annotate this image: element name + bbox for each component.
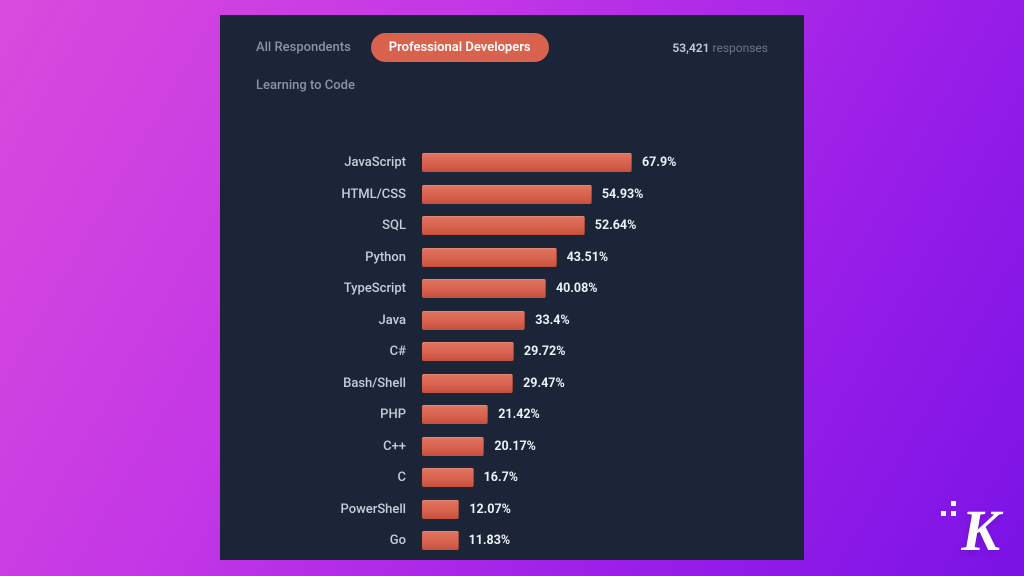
chart-row: HTML/CSS 54.93% xyxy=(256,179,768,211)
response-count-number: 53,421 xyxy=(672,41,709,55)
chart-bar[interactable] xyxy=(422,311,525,330)
tabs-row-2: Learning to Code xyxy=(256,72,768,99)
response-count: 53,421 responses xyxy=(672,41,768,55)
chart-bar-value: 33.4% xyxy=(535,313,569,328)
chart-bar-value: 43.51% xyxy=(567,250,609,265)
chart-bar-value: 16.7% xyxy=(484,470,518,485)
chart-bar-track: 16.7% xyxy=(422,468,768,487)
chart-bar[interactable] xyxy=(422,216,585,235)
chart-row: PHP 21.42% xyxy=(256,399,768,431)
chart-bar[interactable] xyxy=(422,405,488,424)
chart-row: C 16.7% xyxy=(256,462,768,494)
panel-header: All Respondents Professional Developers … xyxy=(256,33,768,62)
chart-bar-value: 52.64% xyxy=(595,218,637,233)
chart-row-label: SQL xyxy=(256,218,412,233)
chart-row: Go 11.83% xyxy=(256,525,768,557)
tab-all-respondents[interactable]: All Respondents xyxy=(256,34,351,61)
chart-bar-value: 54.93% xyxy=(602,187,644,202)
chart-row-label: TypeScript xyxy=(256,281,412,296)
chart-bar[interactable] xyxy=(422,185,592,204)
chart-row-label: Bash/Shell xyxy=(256,376,412,391)
chart-row: PowerShell 12.07% xyxy=(256,494,768,526)
chart-bar-track: 21.42% xyxy=(422,405,768,424)
chart-row: JavaScript 67.9% xyxy=(256,147,768,179)
chart-row-label: PowerShell xyxy=(256,502,412,517)
chart-bar-value: 29.47% xyxy=(523,376,565,391)
chart-bar-value: 21.42% xyxy=(498,407,540,422)
chart-bar-value: 20.17% xyxy=(494,439,536,454)
chart-bar-value: 40.08% xyxy=(556,281,598,296)
chart-bar[interactable] xyxy=(422,279,546,298)
page-background: All Respondents Professional Developers … xyxy=(0,0,1024,576)
chart-bar-track: 29.47% xyxy=(422,374,768,393)
chart-row: TypeScript 40.08% xyxy=(256,273,768,305)
chart-row: Bash/Shell 29.47% xyxy=(256,368,768,400)
tabs-row-1: All Respondents Professional Developers xyxy=(256,33,549,62)
chart-row: Python 43.51% xyxy=(256,242,768,274)
chart-bar[interactable] xyxy=(422,437,484,456)
chart-bar-track: 67.9% xyxy=(422,153,768,172)
chart-bar-value: 29.72% xyxy=(524,344,566,359)
chart-bar-track: 11.83% xyxy=(422,531,768,550)
chart-row: C++ 20.17% xyxy=(256,431,768,463)
chart-row: C# 29.72% xyxy=(256,336,768,368)
response-count-suffix: responses xyxy=(713,41,768,55)
chart-row-label: HTML/CSS xyxy=(256,187,412,202)
chart-bar[interactable] xyxy=(422,374,513,393)
chart-bar[interactable] xyxy=(422,531,459,550)
chart-row-label: C xyxy=(256,470,412,485)
chart-bar-value: 12.07% xyxy=(469,502,511,517)
brand-logo: K xyxy=(961,497,998,564)
chart-row-label: Python xyxy=(256,250,412,265)
chart-bar-track: 54.93% xyxy=(422,185,768,204)
chart-bar[interactable] xyxy=(422,153,632,172)
chart-row-label: JavaScript xyxy=(256,155,412,170)
chart-row-label: PHP xyxy=(256,407,412,422)
tab-learning-to-code[interactable]: Learning to Code xyxy=(256,72,355,99)
chart-bar-track: 52.64% xyxy=(422,216,768,235)
tab-professional-developers[interactable]: Professional Developers xyxy=(371,33,549,62)
chart-row-label: C# xyxy=(256,344,412,359)
chart-bar[interactable] xyxy=(422,342,514,361)
language-bar-chart: JavaScript 67.9% HTML/CSS 54.93% SQL 52.64% Py… xyxy=(256,147,768,557)
chart-row: SQL 52.64% xyxy=(256,210,768,242)
chart-bar-value: 11.83% xyxy=(469,533,511,548)
chart-row-label: Go xyxy=(256,533,412,548)
logo-dots-icon xyxy=(941,501,956,516)
chart-row-label: Java xyxy=(256,313,412,328)
chart-bar-value: 67.9% xyxy=(642,155,676,170)
chart-row-label: C++ xyxy=(256,439,412,454)
chart-bar-track: 12.07% xyxy=(422,500,768,519)
chart-bar-track: 29.72% xyxy=(422,342,768,361)
chart-row: Java 33.4% xyxy=(256,305,768,337)
logo-glyph: K xyxy=(961,498,998,563)
chart-bar-track: 40.08% xyxy=(422,279,768,298)
survey-panel: All Respondents Professional Developers … xyxy=(220,15,804,560)
chart-bar-track: 20.17% xyxy=(422,437,768,456)
chart-bar[interactable] xyxy=(422,500,459,519)
chart-bar[interactable] xyxy=(422,468,474,487)
chart-bar-track: 43.51% xyxy=(422,248,768,267)
chart-bar[interactable] xyxy=(422,248,557,267)
chart-bar-track: 33.4% xyxy=(422,311,768,330)
